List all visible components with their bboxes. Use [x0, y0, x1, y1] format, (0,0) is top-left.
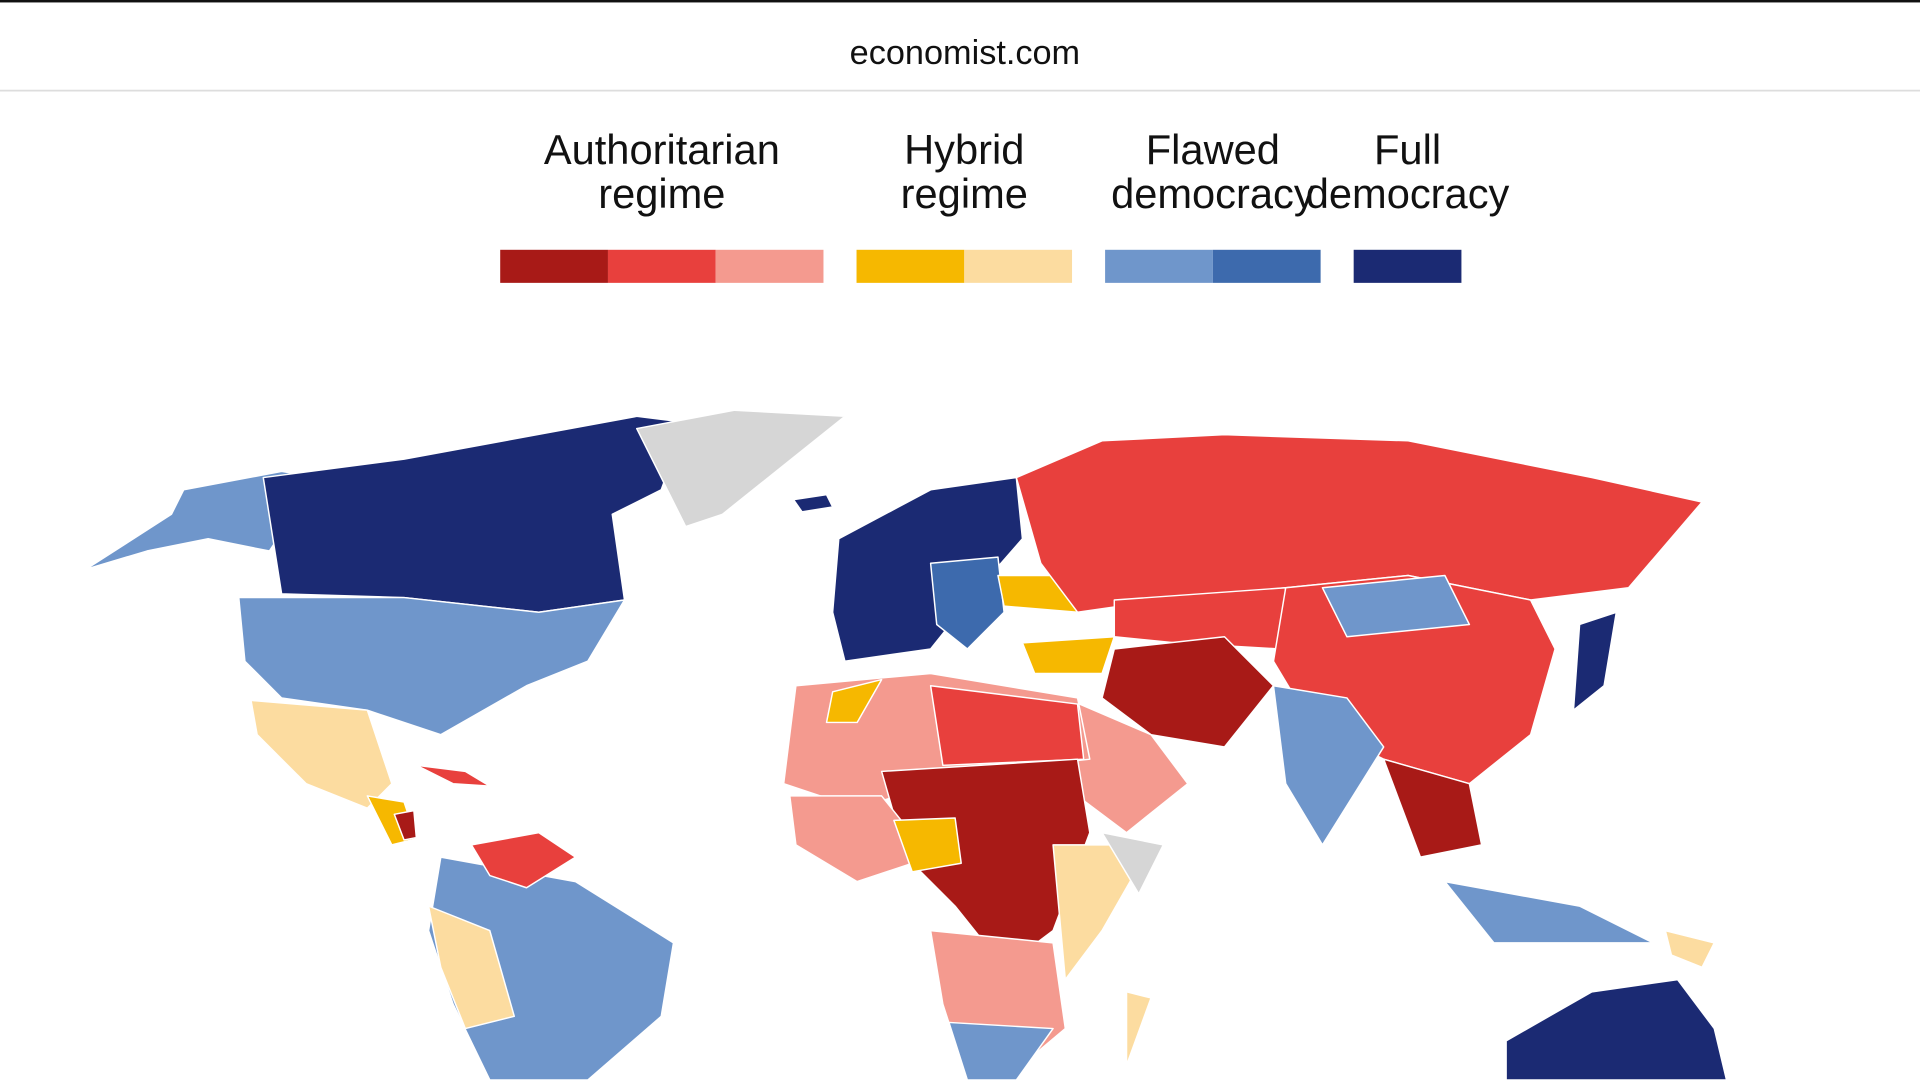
legend-swatch — [964, 249, 1073, 283]
south-america — [427, 856, 675, 1080]
iran — [1101, 636, 1275, 748]
australia — [1505, 978, 1728, 1080]
madagascar — [1125, 991, 1152, 1067]
papua — [1664, 929, 1716, 969]
nigeria — [893, 817, 962, 873]
world-map — [84, 409, 1728, 1080]
legend-swatch — [1105, 249, 1213, 283]
legend-label: democracy — [1111, 170, 1315, 217]
cuba — [415, 764, 491, 787]
top-border — [0, 0, 1920, 3]
legend-label: Flawed — [1146, 126, 1280, 173]
korea-japan — [1572, 611, 1618, 711]
legend: AuthoritarianregimeHybridregimeFlaweddem… — [500, 126, 1510, 283]
russia — [1015, 433, 1703, 613]
south-africa — [948, 1021, 1054, 1080]
greenland — [636, 409, 846, 528]
libya-egypt — [929, 684, 1085, 767]
morocco — [825, 678, 883, 724]
legend-swatch — [1353, 249, 1462, 283]
eastern-europe — [929, 556, 1005, 650]
legend-label: Full — [1374, 126, 1441, 173]
nicaragua — [393, 809, 418, 841]
legend-label: democracy — [1306, 170, 1510, 217]
legend-label: regime — [598, 170, 725, 217]
legend-label: Authoritarian — [544, 126, 780, 173]
horn-of-africa — [1101, 831, 1164, 895]
legend-swatch — [500, 249, 608, 283]
usa — [238, 596, 626, 736]
west-africa — [789, 795, 932, 883]
peru — [427, 905, 516, 1030]
venezuela — [470, 831, 577, 889]
india — [1272, 684, 1385, 846]
legend-label: regime — [901, 170, 1028, 217]
legend-swatch — [1212, 249, 1321, 283]
legend-swatch — [607, 249, 716, 283]
legend-label: Hybrid — [904, 126, 1024, 173]
legend-swatch — [715, 249, 824, 283]
turkey — [1021, 636, 1116, 675]
indonesia — [1444, 880, 1654, 944]
legend-swatch — [856, 249, 965, 283]
canada — [262, 415, 687, 613]
header-title: economist.com — [850, 34, 1080, 72]
iceland — [792, 493, 834, 513]
mexico — [250, 699, 393, 809]
southeast-asia — [1382, 758, 1483, 858]
mongolia — [1321, 574, 1471, 638]
